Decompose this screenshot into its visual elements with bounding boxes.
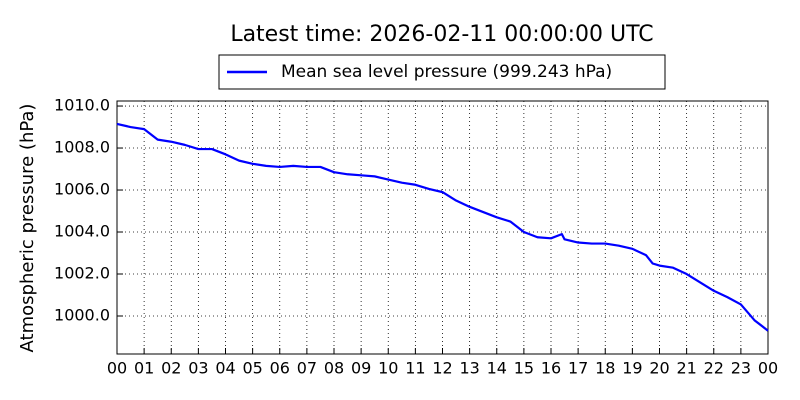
x-tick-label: 03 [188, 359, 208, 378]
x-tick-label: 23 [731, 359, 751, 378]
x-tick-label: 00 [758, 359, 778, 378]
x-tick-label: 10 [378, 359, 398, 378]
x-tick-label: 20 [649, 359, 669, 378]
x-tick-label: 16 [541, 359, 561, 378]
x-tick-label: 22 [704, 359, 724, 378]
y-tick-label: 1006.0 [54, 180, 110, 199]
y-tick-label: 1002.0 [54, 264, 110, 283]
x-tick-label: 01 [134, 359, 154, 378]
x-tick-label: 12 [432, 359, 452, 378]
x-tick-label: 04 [215, 359, 235, 378]
x-tick-label: 00 [107, 359, 127, 378]
y-tick-label: 1008.0 [54, 138, 110, 157]
x-tick-label: 18 [595, 359, 615, 378]
x-tick-label: 11 [405, 359, 425, 378]
x-tick-label: 19 [622, 359, 642, 378]
y-axis-label: Atmospheric pressure (hPa) [17, 104, 38, 353]
data-line [116, 122, 769, 332]
x-tick-label: 07 [297, 359, 317, 378]
x-tick-label: 09 [351, 359, 371, 378]
chart-title: Latest time: 2026-02-11 00:00:00 UTC [230, 22, 653, 47]
y-tick-label: 1004.0 [54, 222, 110, 241]
x-tick-label: 13 [459, 359, 479, 378]
x-tick-label: 15 [514, 359, 534, 378]
x-tick-label: 17 [568, 359, 588, 378]
x-tick-label: 08 [324, 359, 344, 378]
x-tick-label: 14 [487, 359, 507, 378]
x-tick-label: 05 [242, 359, 262, 378]
x-tick-label: 02 [161, 359, 181, 378]
legend [218, 54, 666, 90]
y-tick-label: 1010.0 [54, 96, 110, 115]
x-tick-label: 06 [270, 359, 290, 378]
y-tick-label: 1000.0 [54, 305, 110, 324]
x-tick-label: 21 [676, 359, 696, 378]
legend-label: Mean sea level pressure (999.243 hPa) [281, 62, 612, 82]
